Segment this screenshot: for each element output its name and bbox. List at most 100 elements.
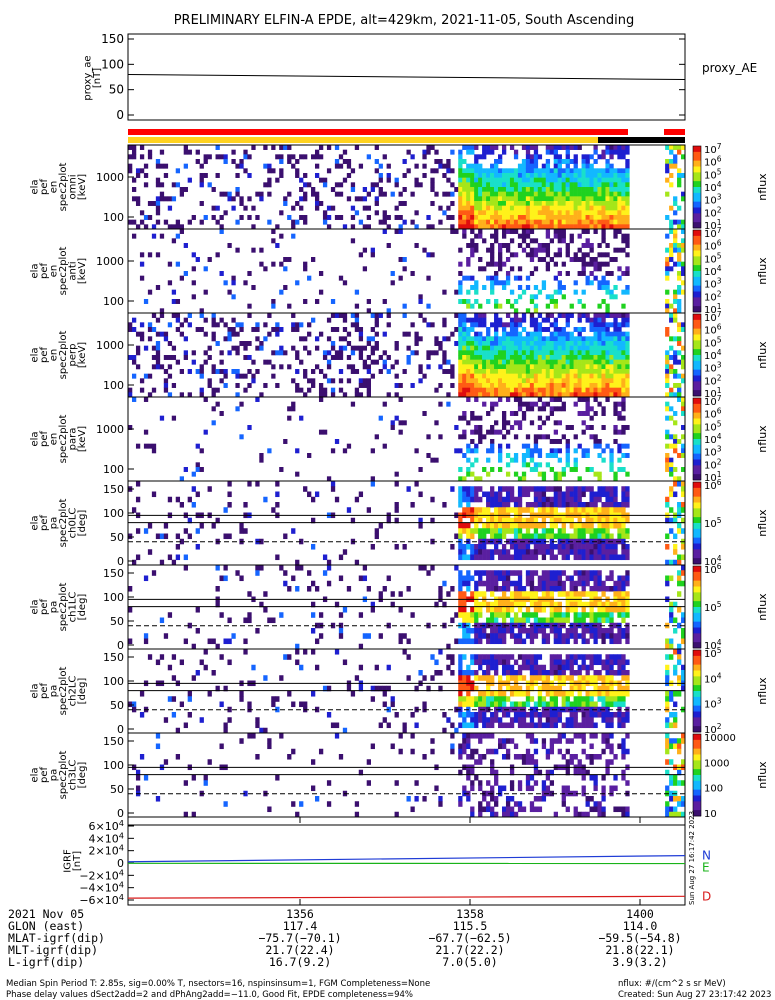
spectrogram-cell	[569, 523, 574, 529]
spectrogram-cell	[501, 434, 507, 440]
colorbar-segment	[693, 259, 701, 263]
colorbar-segment	[693, 624, 701, 628]
spectrogram-cell	[243, 341, 248, 346]
spectrogram-cell	[585, 554, 590, 561]
spectrogram-cell	[521, 554, 527, 561]
spectrogram-cell	[665, 457, 670, 463]
spectrogram-cell	[509, 491, 515, 498]
spectrogram-cell	[147, 549, 153, 555]
spectrogram-cell	[529, 247, 535, 253]
spectrogram-cell	[569, 191, 574, 197]
spectrogram-cell	[458, 149, 463, 155]
spectrogram-cell	[557, 397, 562, 402]
spectrogram-cell	[474, 219, 479, 225]
spectrogram-cell	[450, 373, 455, 379]
spectrogram-cell	[374, 145, 379, 150]
spectrogram-cell	[513, 182, 519, 188]
spectrogram-cell	[585, 448, 590, 454]
spectrogram-cell	[271, 168, 276, 174]
spectrogram-cell	[314, 201, 320, 206]
spectrogram-cell	[211, 392, 216, 398]
colorbar-segment	[693, 430, 701, 434]
ylabel-line: proxy_ae	[82, 55, 93, 100]
colorbar-segment	[693, 618, 701, 623]
spectrogram-cell	[318, 397, 324, 402]
panel-ytick-label: 1000	[96, 423, 124, 436]
spectrogram-cell	[561, 159, 566, 164]
spectrogram-cell	[561, 612, 566, 618]
colorbar-tick-label: 102	[704, 457, 722, 471]
spectrogram-cell	[374, 201, 379, 206]
spectrogram-cell	[669, 617, 674, 624]
colorbar-tick-label: 103	[704, 277, 722, 291]
spectrogram-cell	[358, 612, 364, 618]
spectrogram-cell	[418, 364, 423, 370]
spectrogram-cell	[458, 554, 463, 561]
spectrogram-cell	[533, 586, 539, 592]
spectrogram-cell	[545, 201, 551, 206]
spectrogram-cell	[549, 453, 555, 458]
spectrogram-cell	[565, 378, 570, 384]
colorbar-segment	[693, 247, 701, 251]
spectrogram-cell	[131, 359, 137, 365]
spectrogram-cell	[505, 299, 511, 304]
spectrogram-cell	[677, 502, 682, 508]
spectrogram-cell	[442, 322, 447, 328]
spectrogram-cell	[470, 612, 475, 618]
colorbar-tick-label: 106	[704, 562, 722, 576]
spectrogram-cell	[446, 336, 451, 342]
spectrogram-cell	[191, 215, 196, 220]
spectrogram-cell	[557, 633, 562, 639]
spectrogram-cell	[557, 373, 562, 379]
spectrogram-cell	[314, 491, 320, 498]
spectrogram-cell	[223, 638, 228, 645]
spectrogram-cell	[362, 345, 368, 351]
spectrogram-cell	[593, 397, 598, 402]
spectrogram-cell	[625, 628, 630, 634]
spectrogram-cell	[478, 219, 483, 225]
spectrogram-cell	[613, 145, 618, 150]
spectrogram-cell	[585, 406, 590, 412]
spectrogram-cell	[501, 654, 507, 660]
spectrogram-cell	[537, 182, 543, 188]
spectrogram-cell	[557, 491, 562, 498]
spectrogram-cell	[533, 210, 539, 216]
spectrogram-cell	[609, 322, 614, 328]
spectrogram-cell	[605, 149, 610, 155]
spectrogram-cell	[613, 425, 618, 430]
spectrogram-cell	[541, 580, 547, 587]
spectrogram-cell	[585, 191, 590, 197]
spectrogram-cell	[677, 168, 682, 174]
ylabel-line: ela	[29, 599, 40, 614]
spectrogram-cell	[474, 205, 479, 211]
spectrogram-cell	[613, 294, 618, 300]
spectrogram-cell	[458, 177, 463, 183]
spectrogram-cell	[462, 411, 467, 416]
spectrogram-cell	[211, 523, 216, 529]
spectrogram-cell	[271, 373, 276, 379]
spectrogram-cell	[609, 392, 614, 398]
colorbar-segment	[693, 645, 701, 649]
spectrogram-cell	[183, 350, 188, 356]
spectrogram-cell	[621, 415, 626, 421]
spectrogram-cell	[478, 607, 483, 613]
spectrogram-cell	[482, 285, 487, 290]
spectrogram-cell	[561, 219, 566, 225]
spectrogram-cell	[175, 327, 181, 332]
spectrogram-cell	[613, 224, 618, 230]
spectrogram-cell	[613, 322, 618, 328]
spectrogram-cell	[621, 633, 626, 639]
spectrogram-cell	[541, 177, 547, 183]
spectrogram-cell	[569, 601, 574, 608]
colorbar-tick-label: 104	[704, 554, 722, 568]
spectrogram-cell	[382, 401, 387, 407]
spectrogram-cell	[486, 145, 491, 150]
spectrogram-cell	[267, 313, 272, 318]
spectrogram-cell	[561, 331, 566, 337]
spectrogram-cell	[501, 544, 507, 550]
spectrogram-cell	[517, 586, 523, 592]
spectrogram-cell	[533, 359, 539, 365]
spectrogram-cell	[517, 654, 523, 660]
spectrogram-cell	[517, 580, 523, 587]
spectrogram-cell	[295, 471, 300, 477]
